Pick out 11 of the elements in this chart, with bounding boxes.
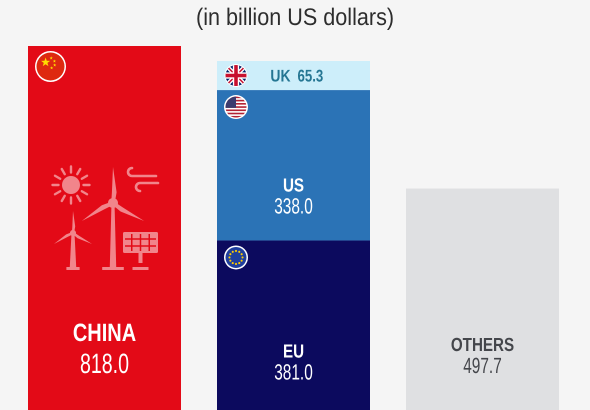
series-label: EU [282, 340, 304, 362]
series-label: UK [270, 67, 292, 86]
data-label: 818.0 [80, 348, 130, 380]
data-label: 338.0 [274, 194, 313, 220]
series-label: OTHERS [450, 333, 514, 356]
data-label: 65.3 [298, 67, 324, 86]
series-label: CHINA [72, 318, 136, 347]
data-label: 381.0 [274, 360, 313, 386]
chart-subtitle: (in billion US dollars) [196, 4, 394, 32]
data-label: 497.7 [463, 354, 502, 379]
series-label: US [282, 174, 304, 196]
